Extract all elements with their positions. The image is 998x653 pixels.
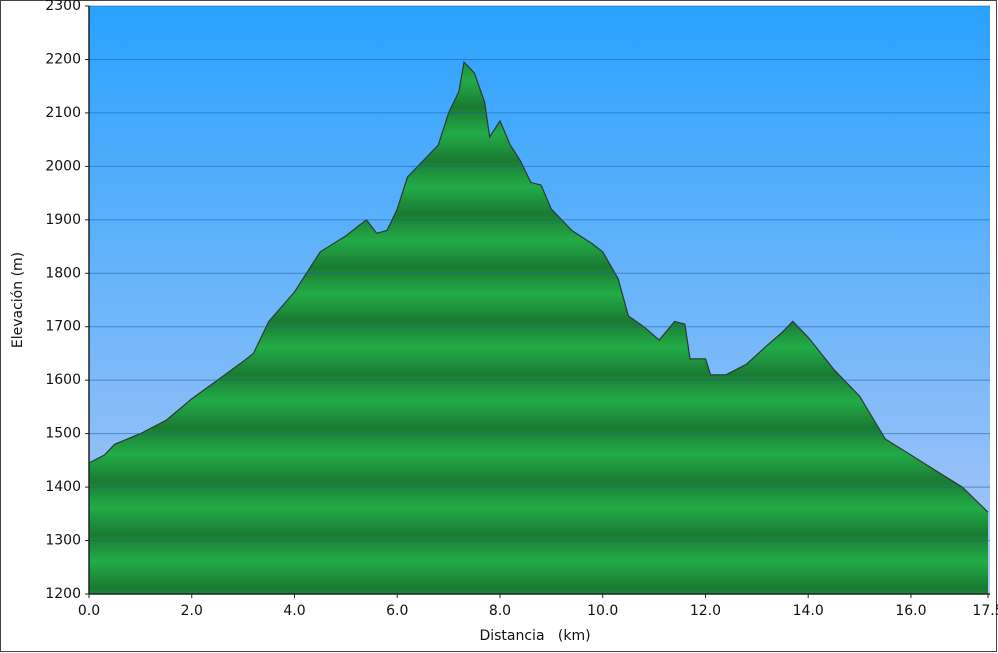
x-tick-label: 12.0 xyxy=(690,603,721,619)
y-axis-label: Elevación (m) xyxy=(10,252,26,348)
elevation-line xyxy=(88,60,989,513)
y-tick-label: 1600 xyxy=(45,372,81,388)
elevation-area xyxy=(89,62,988,595)
y-tick-label: 1700 xyxy=(45,319,81,335)
y-tick-label: 2100 xyxy=(45,105,81,121)
x-tick-label: 17.5 xyxy=(972,603,998,619)
x-tick-label: 14.0 xyxy=(793,603,824,619)
y-tick-label: 1200 xyxy=(45,586,81,602)
x-tick-label: 2.0 xyxy=(181,603,203,619)
x-tick-label: 10.0 xyxy=(587,603,618,619)
x-tick-label: 8.0 xyxy=(489,603,511,619)
x-axis-label: Distancia (km) xyxy=(479,628,590,644)
y-tick-label: 2200 xyxy=(45,51,81,67)
x-tick-label: 6.0 xyxy=(386,603,408,619)
y-tick-label: 1900 xyxy=(45,212,81,228)
y-tick-label: 1500 xyxy=(45,426,81,442)
y-tick-label: 1300 xyxy=(45,533,81,549)
x-tick-label: 0.0 xyxy=(78,603,100,619)
y-tick-label: 1400 xyxy=(45,479,81,495)
y-tick-label: 2000 xyxy=(45,158,81,174)
y-tick-label: 2300 xyxy=(45,0,81,14)
x-tick-label: 16.0 xyxy=(895,603,926,619)
y-tick-label: 1800 xyxy=(45,265,81,281)
x-tick-label: 4.0 xyxy=(283,603,305,619)
